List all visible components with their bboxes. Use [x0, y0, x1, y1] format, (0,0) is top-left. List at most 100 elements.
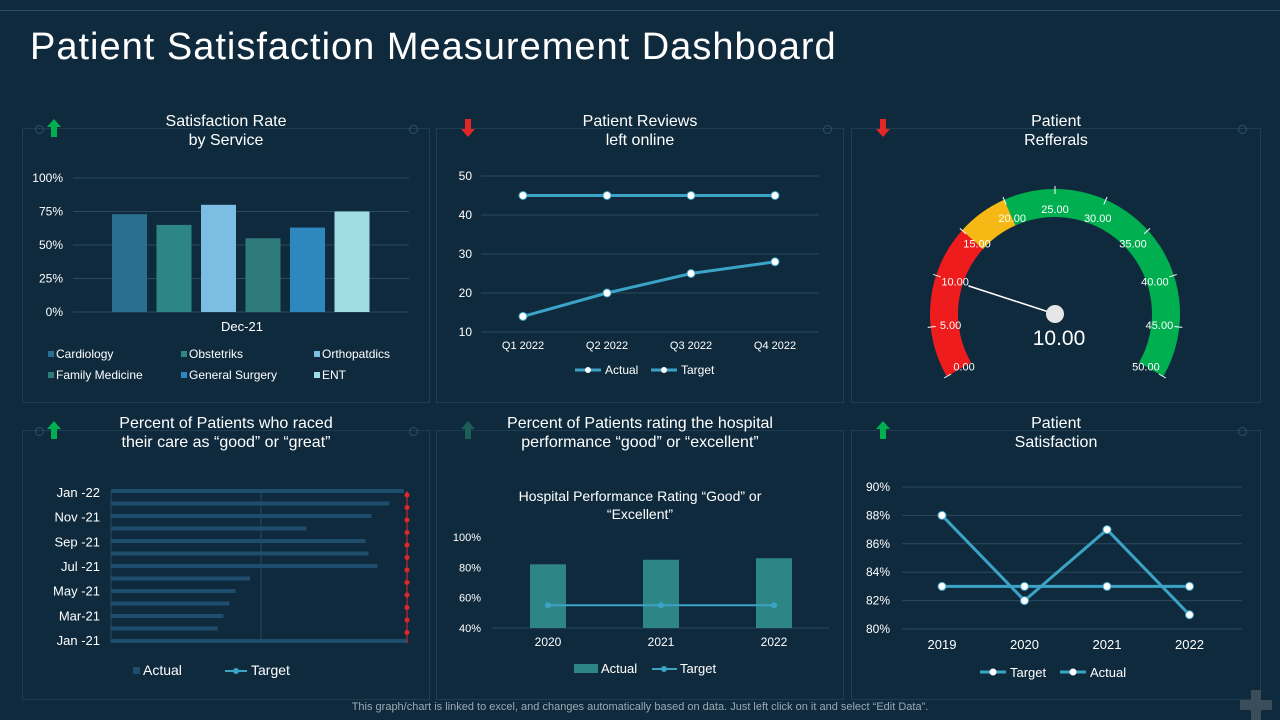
corner-circle-icon [35, 427, 44, 436]
bar-actual [111, 539, 366, 543]
bar-actual [756, 558, 792, 628]
bar-actual [111, 526, 307, 531]
chart-percent-good-excellent: Hospital Performance Rating “Good” or “Ex… [453, 488, 829, 676]
data-point-target [1185, 581, 1194, 591]
bar-actual [111, 489, 405, 493]
gauge-tick-label: 45.00 [1146, 320, 1174, 332]
corner-circle-icon [1238, 427, 1247, 436]
x-tick-label: 2019 [928, 637, 957, 652]
gauge-tick [1158, 373, 1167, 379]
bar-general-surgery [290, 227, 325, 312]
gauge-band [962, 199, 1016, 250]
x-tick-label: Q3 2022 [670, 340, 712, 352]
bar-actual [111, 589, 236, 593]
data-point-target [771, 602, 777, 609]
panel-patient-referrals: Patient Refferals 0.00 5.00 10.00 15.00 20.0… [851, 113, 1261, 403]
arrow-down-icon [876, 119, 890, 137]
y-tick-label: Jul -21 [61, 559, 100, 574]
legend-label: Actual [605, 363, 638, 377]
legend-marker [989, 668, 997, 676]
panel-satisfaction-rate: Satisfaction Rate by Service 0% 25% 50% 75%… [22, 113, 430, 403]
series-line-actual [940, 514, 1191, 616]
chart-patient-referrals: 0.00 5.00 10.00 15.00 20.00 25.00 30.00 35.00 40… [927, 186, 1183, 379]
arrow-up-icon [876, 421, 890, 439]
bar-actual [111, 639, 407, 643]
data-point-target [404, 567, 410, 573]
y-tick-label: Mar-21 [59, 608, 100, 623]
x-tick-label: 2021 [1093, 637, 1122, 652]
legend-label: General Surgery [189, 368, 277, 382]
y-tick-label: 84% [866, 565, 890, 579]
legend-marker [661, 367, 667, 373]
gauge-tick [943, 373, 952, 379]
y-tick-label: 20 [459, 286, 473, 300]
x-tick-label: Q2 2022 [586, 340, 628, 352]
y-tick-label: 75% [39, 205, 63, 219]
arrow-up-icon [47, 421, 61, 439]
arrow-up-icon [47, 119, 61, 137]
data-point-actual [1102, 525, 1112, 535]
gauge-tick [1168, 273, 1177, 278]
legend-marker [661, 666, 667, 672]
gauge-tick-label: 35.00 [1119, 239, 1147, 251]
x-tick-label: 2020 [1010, 637, 1039, 652]
data-point-target [1102, 581, 1112, 591]
gauge-tick-label: 10.00 [941, 277, 969, 289]
data-point-actual [770, 257, 780, 267]
gauge-needle [968, 285, 1056, 315]
gauge-tick [1002, 196, 1007, 205]
data-point-target [404, 555, 410, 560]
y-tick-label: 0% [46, 305, 64, 319]
gauge-tick [1103, 196, 1108, 205]
chart-title: Hospital Performance Rating “Good” or [519, 488, 762, 504]
panel-percent-good-excellent: Percent of Patients rating the hospital … [436, 415, 844, 700]
legend-label: Target [681, 363, 715, 377]
chart-title: “Excellent” [607, 506, 673, 522]
data-point-target [602, 191, 612, 200]
x-tick-label: Q4 2022 [754, 340, 796, 352]
bar-actual [111, 601, 230, 606]
legend-swatch [314, 372, 320, 378]
bar-actual [111, 551, 369, 556]
y-tick-label: 10 [459, 325, 473, 339]
y-tick-label: Nov -21 [54, 510, 100, 525]
x-tick-label: 2022 [761, 635, 788, 649]
bar-obstetriks [156, 224, 192, 312]
chart-satisfaction-rate: 0% 25% 50% 75% 100% Dec-21 Cardiology Obstetrik… [32, 171, 409, 382]
data-point-actual [1020, 596, 1029, 606]
data-point-actual [937, 510, 947, 520]
data-point-target [658, 602, 664, 609]
bar-actual [111, 564, 378, 568]
bar-actual [111, 514, 372, 518]
legend-label: Obstetriks [189, 347, 243, 361]
legend-swatch [48, 351, 54, 357]
bar-ent [334, 211, 370, 312]
y-tick-label: 90% [866, 480, 890, 494]
y-tick-label: 100% [453, 532, 481, 544]
legend-label: Family Medicine [56, 368, 143, 382]
gauge-value: 10.00 [1033, 327, 1086, 350]
gauge-tick-label: 30.00 [1084, 213, 1112, 225]
gauge-tick [1143, 227, 1151, 235]
corner-circle-icon [823, 125, 832, 134]
chart-patient-reviews: 10 20 30 40 50 Q1 2022 Q2 2022 Q3 2022 Q4 2022 Ac… [459, 169, 819, 377]
y-tick-label: 88% [866, 508, 890, 522]
bar-orthopatdics [201, 204, 236, 312]
legend-label: Actual [1090, 665, 1126, 680]
data-point-target [404, 630, 410, 635]
arrow-up-icon [461, 421, 475, 439]
y-tick-label: 82% [866, 594, 890, 608]
gauge-tick [933, 273, 942, 278]
bar-actual [111, 614, 224, 618]
legend-swatch [574, 664, 598, 673]
data-point-actual [686, 269, 696, 278]
panel-title: Satisfaction Rate by Service [165, 113, 287, 149]
plus-icon [1240, 690, 1272, 720]
y-tick-label: 30 [459, 247, 473, 261]
legend-marker [585, 367, 591, 373]
y-tick-label: 60% [459, 593, 481, 605]
legend-swatch [133, 667, 140, 674]
legend-marker [233, 668, 239, 674]
page-title: Patient Satisfaction Measurement Dashboa… [30, 26, 837, 68]
bar-family-medicine [245, 238, 281, 312]
